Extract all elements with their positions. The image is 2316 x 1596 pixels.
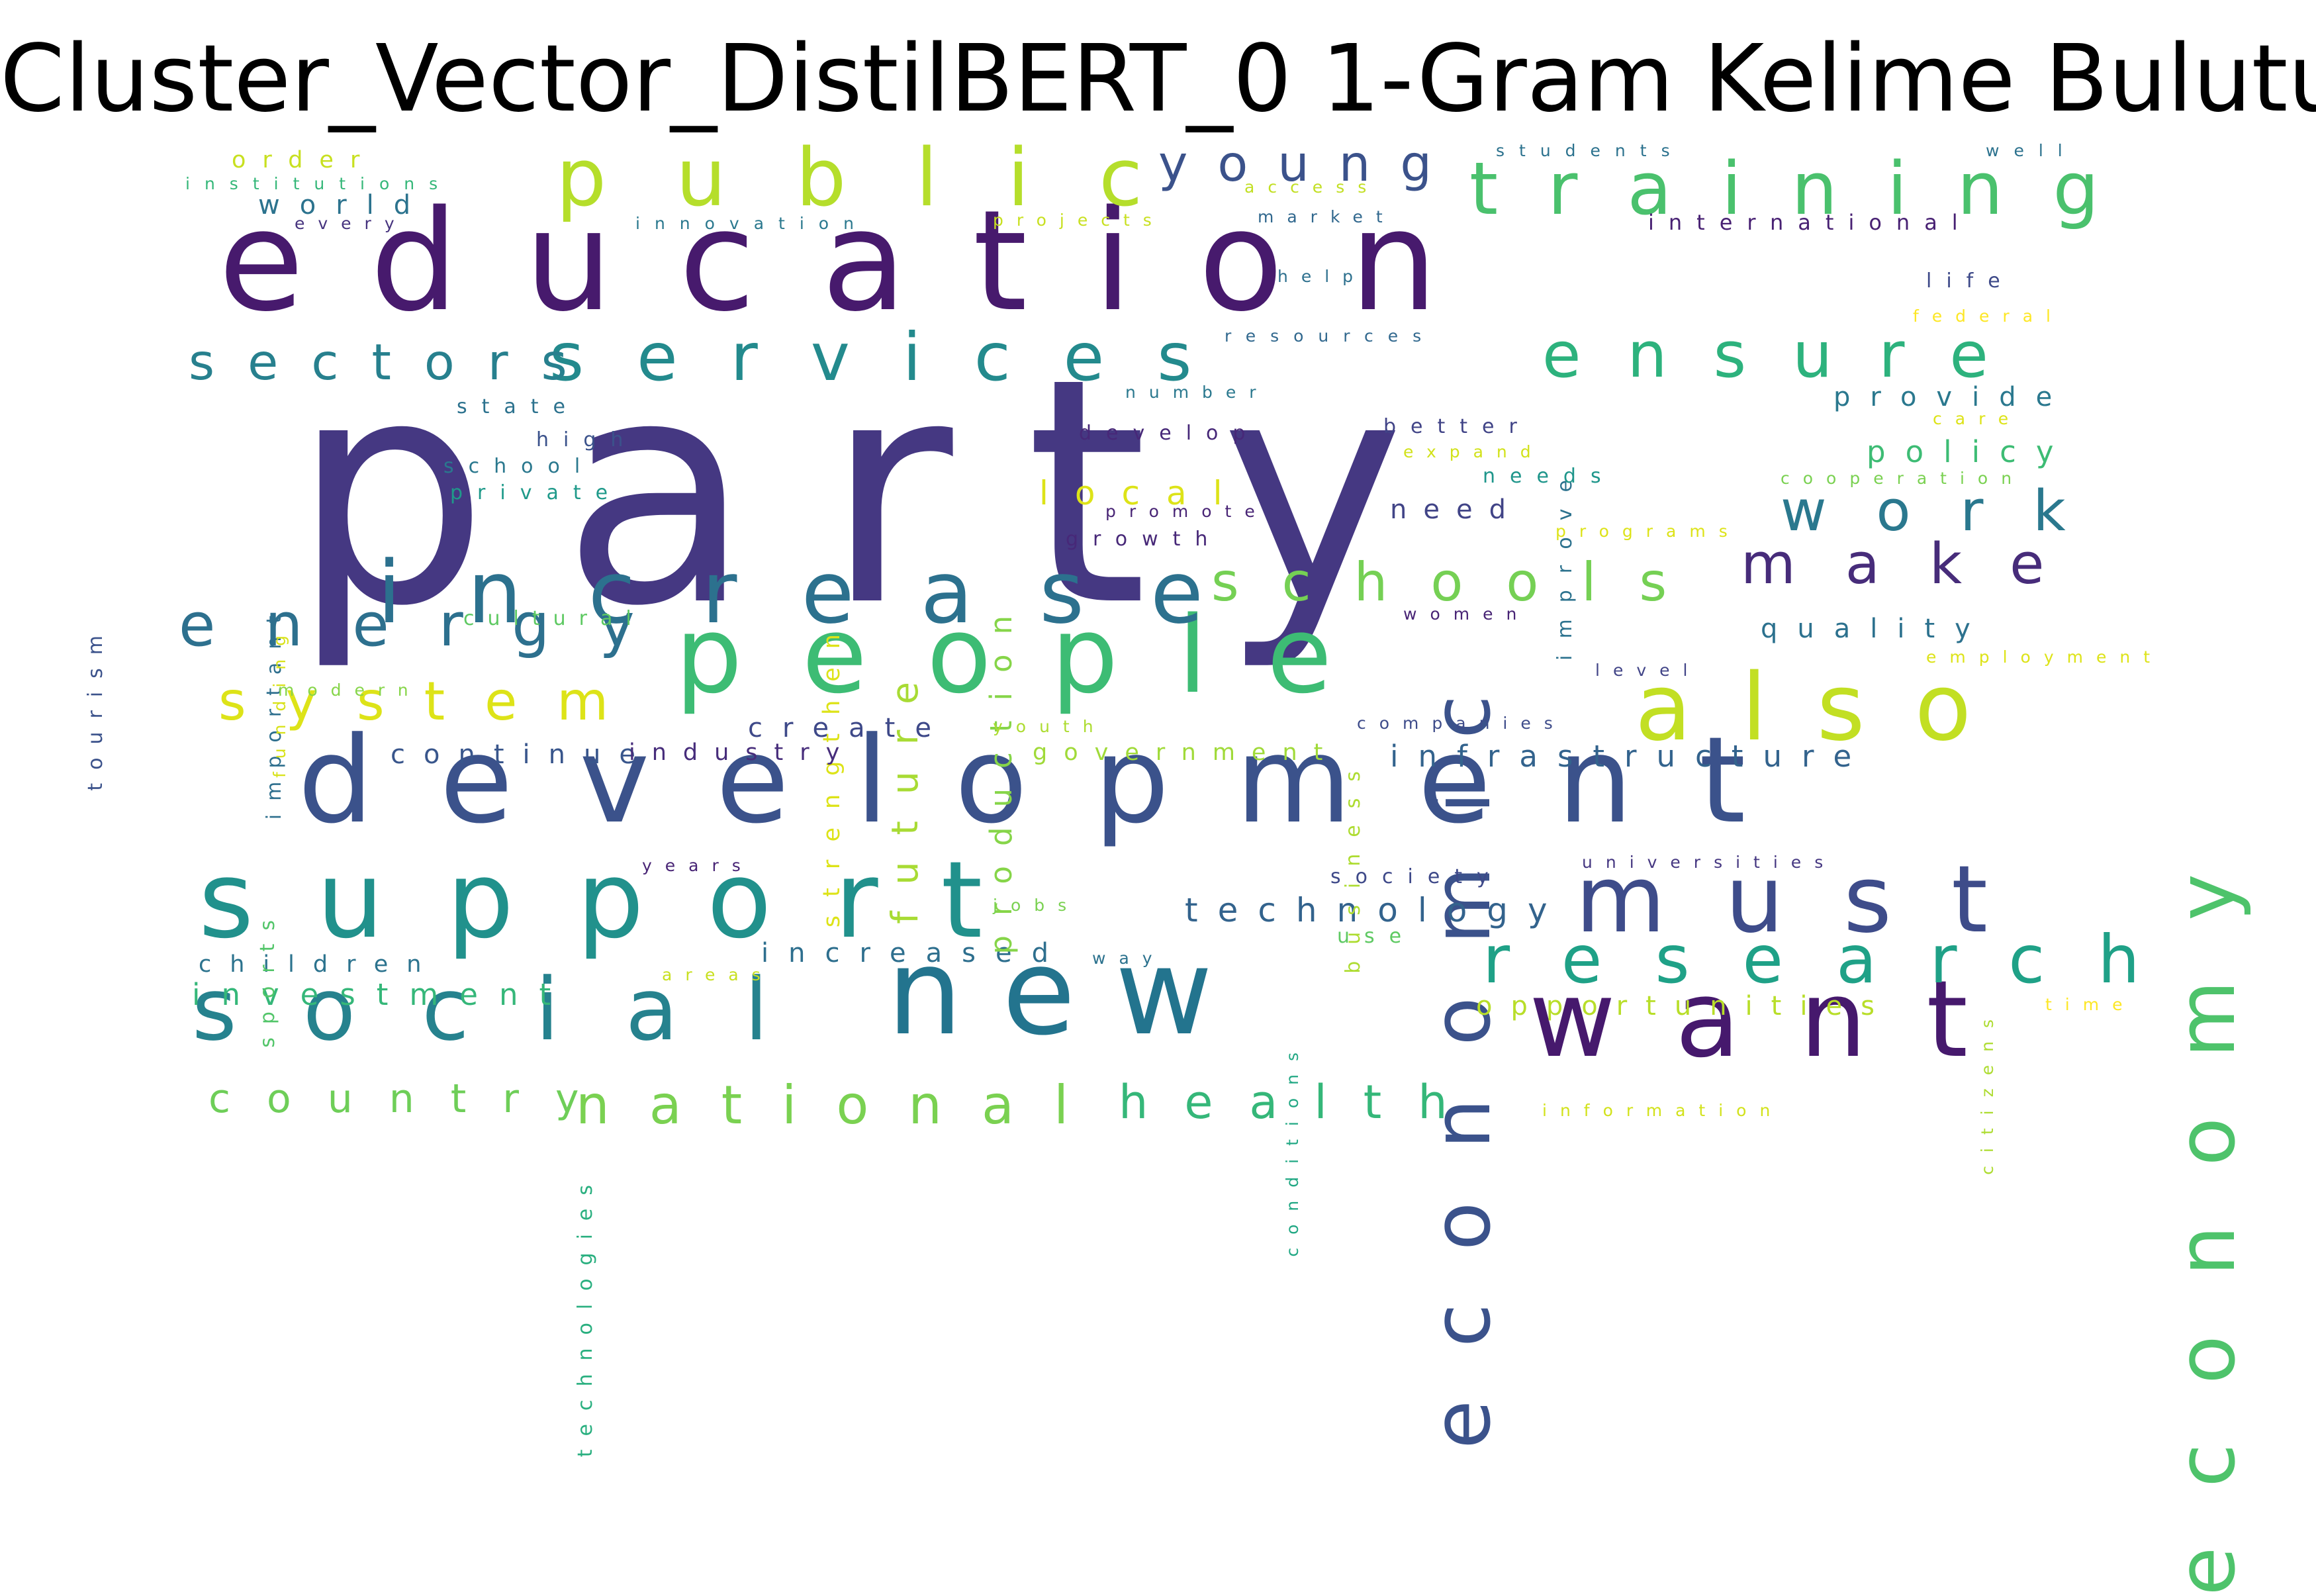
- word-sectors: sectors: [189, 333, 600, 391]
- word-system: system: [218, 671, 649, 732]
- word-ensure: ensure: [1542, 319, 2035, 392]
- word-women: women: [1403, 604, 1530, 624]
- word-order: order: [232, 147, 377, 173]
- word-sports: sports: [256, 907, 279, 1048]
- word-youth: youth: [993, 717, 1107, 736]
- word-tourism: tourism: [84, 622, 107, 791]
- word-information: information: [1542, 1101, 1784, 1120]
- word-want: want: [1529, 957, 2028, 1081]
- word-children: children: [199, 951, 440, 978]
- word-provide: provide: [1833, 382, 2072, 412]
- word-access: access: [1244, 177, 1380, 197]
- word-infrastructure: infrastructure: [1390, 739, 1872, 774]
- word-develop: develop: [1079, 422, 1260, 445]
- word-areas: areas: [662, 965, 774, 984]
- word-support: support: [199, 838, 1046, 962]
- word-market: market: [1258, 207, 1396, 226]
- word-opportunities: opportunities: [1476, 991, 1893, 1021]
- word-make: make: [1741, 532, 2094, 597]
- word-party: party: [291, 312, 1478, 674]
- word-needs: needs: [1483, 465, 1616, 488]
- word-citizens: citizens: [1978, 1006, 1997, 1175]
- word-use: use: [1337, 925, 1416, 948]
- word-level: level: [1595, 661, 1701, 680]
- word-policy: policy: [1867, 434, 2074, 469]
- word-development: development: [298, 712, 1812, 850]
- word-federal: federal: [1913, 306, 2064, 326]
- word-people: people: [675, 593, 1392, 717]
- word-public: public: [556, 132, 1213, 224]
- word-investment: investment: [192, 977, 573, 1012]
- word-strengthen: strengthen: [819, 616, 845, 928]
- word-school: school: [443, 455, 595, 478]
- word-innovation: innovation: [635, 214, 868, 233]
- word-future: future: [884, 655, 926, 924]
- word-local: local: [1039, 474, 1249, 512]
- word-modern: modern: [278, 681, 422, 700]
- word-new: new: [887, 923, 1253, 1062]
- word-technologies: technologies: [574, 1172, 597, 1458]
- word-employment: employment: [1926, 647, 2164, 667]
- word-resources: resources: [1225, 326, 1436, 346]
- word-projects: projects: [993, 211, 1165, 230]
- word-time: time: [2045, 995, 2136, 1014]
- word-health: health: [1119, 1075, 1484, 1129]
- word-institutions: institutions: [185, 174, 453, 193]
- word-cloud: party education development people support ne…: [84, 132, 2253, 1596]
- page-title: Cluster_Vector_DistilBERT_0 1-Gram Kelim…: [0, 25, 2316, 133]
- word-state: state: [457, 395, 580, 418]
- word-government: government: [1033, 739, 1340, 766]
- word-every: every: [295, 214, 408, 233]
- word-quality: quality: [1761, 614, 1990, 644]
- word-need: need: [1390, 494, 1522, 525]
- word-must: must: [1575, 846, 2047, 954]
- word-expand: expand: [1403, 442, 1544, 461]
- word-technology: technology: [1185, 891, 1567, 929]
- word-education: education: [218, 180, 1505, 342]
- word-better: better: [1383, 415, 1532, 438]
- word-training: training: [1469, 146, 2149, 231]
- word-also: also: [1635, 654, 2021, 762]
- word-cultural: cultural: [463, 607, 645, 630]
- word-funding: funding: [270, 622, 289, 778]
- word-society: society: [1330, 865, 1503, 888]
- word-private: private: [450, 481, 623, 504]
- word-services: services: [549, 318, 1245, 396]
- word-cooperation: cooperation: [1781, 469, 2025, 488]
- word-high: high: [536, 428, 638, 451]
- word-national: national: [576, 1074, 1109, 1136]
- word-well: well: [1986, 141, 2077, 160]
- word-number: number: [1125, 383, 1270, 402]
- word-industry: industry: [629, 739, 857, 766]
- word-increased: increased: [761, 938, 1068, 968]
- word-life: life: [1926, 269, 2015, 293]
- word-conditions: conditions: [1283, 1039, 1302, 1257]
- word-help: help: [1277, 267, 1367, 286]
- word-years: years: [642, 856, 754, 875]
- word-programs: programs: [1555, 522, 1741, 541]
- word-create: create: [748, 713, 951, 743]
- word-promote: promote: [1105, 502, 1268, 521]
- word-energy: energy: [179, 590, 684, 660]
- word-international: international: [1648, 210, 1972, 235]
- word-social: social: [192, 959, 835, 1060]
- word-way: way: [1092, 949, 1166, 968]
- word-improve: improve: [1553, 463, 1577, 661]
- word-growth: growth: [1066, 528, 1223, 551]
- word-continue: continue: [391, 739, 654, 770]
- word-care: care: [1933, 409, 2022, 428]
- word-world: world: [258, 190, 431, 220]
- word-work: work: [1781, 479, 2115, 544]
- word-jobs: jobs: [993, 896, 1080, 915]
- word-students: students: [1496, 141, 1685, 160]
- word-young: young: [1158, 134, 1461, 193]
- word-research: research: [1483, 921, 2193, 998]
- word-increase: increase: [377, 542, 1270, 643]
- word-universities: universities: [1582, 853, 1837, 872]
- word-country: country: [208, 1076, 616, 1122]
- word-companies: companies: [1357, 714, 1566, 733]
- word-schools: schools: [1211, 551, 1710, 613]
